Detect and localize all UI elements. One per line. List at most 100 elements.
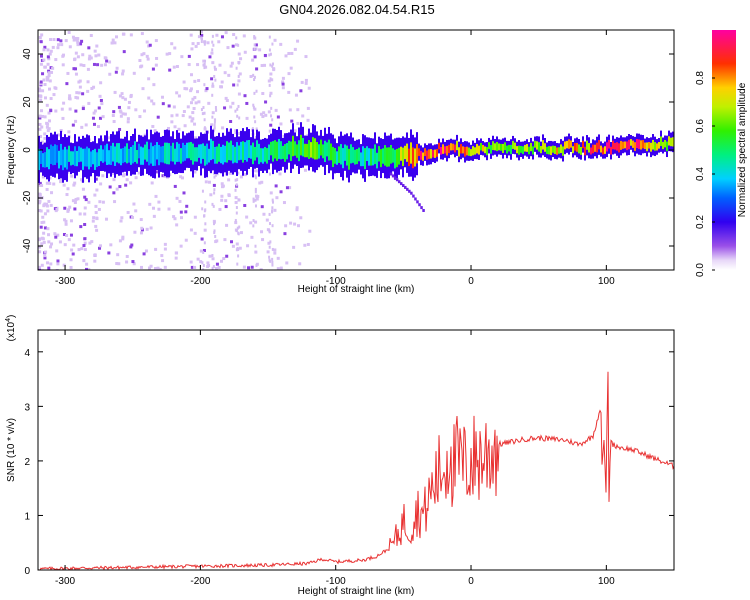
noise-speck [140, 228, 144, 232]
ridge-core [412, 147, 414, 169]
ridge-core [46, 147, 48, 168]
noise-speck [129, 245, 133, 249]
noise-speck [211, 257, 215, 261]
noise-speck [126, 210, 130, 214]
noise-speck [264, 100, 268, 104]
ridge-core [506, 145, 508, 154]
ridge-core [632, 140, 634, 148]
noise-speck [246, 244, 250, 248]
noise-speck [118, 109, 122, 113]
noise-speck [145, 54, 149, 58]
ridge-core [200, 144, 202, 164]
streak-speck [269, 94, 272, 98]
noise-speck [42, 78, 46, 82]
streak-speck [234, 188, 237, 192]
noise-speck [254, 43, 258, 47]
noise-speck [78, 212, 82, 216]
ridge-core [120, 148, 122, 166]
noise-speck [260, 205, 264, 209]
noise-speck [93, 49, 97, 53]
noise-speck [223, 106, 227, 110]
noise-speck [170, 114, 174, 118]
noise-speck [56, 259, 60, 263]
noise-speck [143, 109, 147, 113]
noise-speck [123, 97, 127, 101]
noise-speck [79, 225, 83, 229]
streak-speck [203, 118, 206, 122]
noise-speck [273, 208, 277, 212]
noise-speck [237, 79, 241, 83]
noise-speck [83, 222, 87, 226]
noise-speck [207, 101, 211, 105]
ridge-core [312, 137, 314, 159]
noise-speck [267, 110, 271, 114]
noise-speck [39, 82, 43, 86]
streak-speck [271, 257, 274, 261]
ridge-core [522, 146, 524, 155]
noise-speck [43, 82, 47, 86]
noise-speck [250, 265, 254, 269]
noise-speck [138, 58, 142, 62]
streak-speck [200, 37, 203, 41]
ridge-core [594, 144, 596, 152]
ridge-core [458, 147, 460, 157]
noise-speck [184, 238, 188, 242]
noise-speck [97, 106, 101, 110]
noise-speck [193, 122, 197, 126]
ridge-core [576, 142, 578, 152]
streak-speck [236, 107, 239, 111]
noise-speck [72, 243, 76, 247]
noise-speck [196, 41, 200, 45]
noise-speck [100, 102, 104, 106]
noise-speck [47, 111, 51, 115]
noise-speck [38, 199, 42, 203]
noise-speck [182, 110, 186, 114]
streak-speck [238, 116, 241, 120]
noise-speck [225, 99, 229, 103]
ridge-core [186, 142, 188, 159]
noise-speck [52, 38, 56, 42]
noise-speck [129, 95, 133, 99]
ridge-core [504, 142, 506, 151]
ridge-core [660, 136, 662, 147]
noise-speck [121, 112, 125, 116]
noise-speck [261, 115, 265, 119]
ridge-core [170, 145, 172, 162]
noise-speck [53, 232, 57, 236]
noise-speck [260, 230, 264, 234]
noise-speck [62, 183, 66, 187]
noise-speck [99, 81, 103, 85]
noise-speck [56, 233, 60, 237]
streak-speck [202, 106, 205, 110]
noise-speck [46, 227, 50, 231]
noise-speck [294, 93, 298, 97]
streak-speck [211, 254, 214, 258]
streak-speck [203, 66, 206, 70]
streak-speck [237, 171, 240, 175]
noise-speck [117, 262, 121, 266]
ridge-core [214, 146, 216, 164]
ridge-core [206, 143, 208, 165]
noise-speck [101, 200, 105, 204]
noise-speck [47, 69, 51, 73]
noise-speck [189, 89, 193, 93]
noise-speck [273, 248, 277, 252]
noise-speck [91, 116, 95, 120]
noise-speck [228, 171, 232, 175]
streak-speck [268, 48, 271, 52]
noise-speck [178, 199, 182, 203]
ridge-core [472, 146, 474, 156]
noise-speck [224, 199, 228, 203]
ridge-core [40, 150, 42, 164]
noise-speck [80, 178, 84, 182]
noise-speck [125, 260, 129, 264]
streak-speck [202, 268, 205, 270]
ridge-core [90, 151, 92, 167]
streak-speck [213, 229, 216, 233]
noise-speck [49, 262, 53, 266]
noise-speck [231, 101, 235, 105]
noise-speck [227, 73, 231, 77]
streak-speck [236, 226, 239, 230]
noise-speck [296, 108, 300, 112]
